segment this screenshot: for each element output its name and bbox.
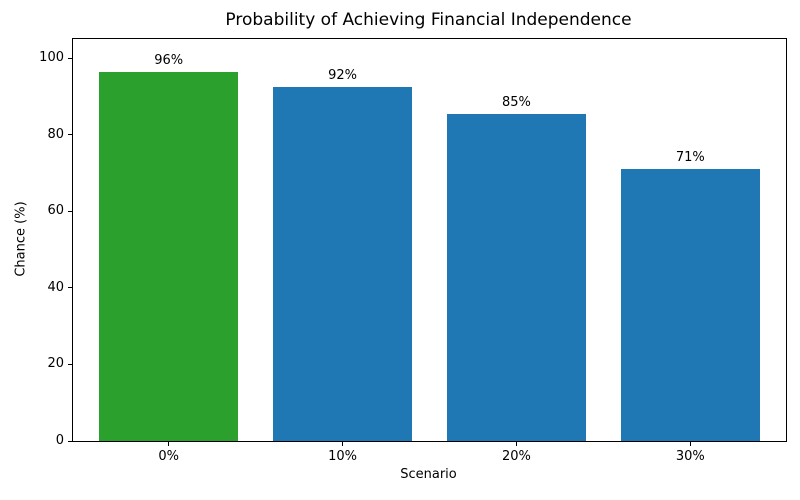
y-tick-mark	[68, 440, 73, 442]
x-tick-mark	[342, 441, 344, 446]
bar-value-label: 71%	[675, 150, 705, 166]
y-tick-mark	[68, 57, 73, 59]
x-tick-label: 20%	[501, 449, 531, 464]
y-tick-mark	[68, 363, 73, 365]
y-tick-label: 80	[47, 126, 64, 142]
chart-title: Probability of Achieving Financial Indep…	[225, 10, 632, 30]
y-axis-label: Chance (%)	[13, 201, 29, 277]
plot-area: 0 20 40 60 80 100 96% 0% 92% 10% 85% 20% 71% 30%	[39, 38, 787, 463]
x-tick-mark	[689, 441, 691, 446]
bar-20%	[446, 113, 586, 441]
x-tick-mark	[168, 441, 170, 446]
y-tick-label: 40	[47, 279, 64, 295]
bar-value-label: 85%	[501, 94, 531, 110]
x-tick-label: 0%	[158, 449, 179, 464]
y-tick-mark	[68, 287, 73, 289]
x-axis-label: Scenario	[400, 467, 457, 482]
y-tick-label: 100	[39, 50, 64, 66]
y-tick-label: 0	[55, 433, 64, 448]
bar-0%	[99, 71, 239, 441]
bar-10%	[272, 86, 413, 441]
bar-value-label: 92%	[328, 67, 357, 83]
y-tick-mark	[68, 210, 73, 212]
y-tick-mark	[68, 134, 73, 136]
y-tick-label: 60	[47, 203, 64, 219]
bar-30%	[620, 169, 760, 441]
x-tick-mark	[515, 441, 517, 446]
x-tick-label: 10%	[328, 449, 357, 464]
bar-value-label: 96%	[154, 52, 184, 68]
y-tick-label: 20	[47, 356, 64, 372]
x-tick-label: 30%	[675, 449, 705, 464]
